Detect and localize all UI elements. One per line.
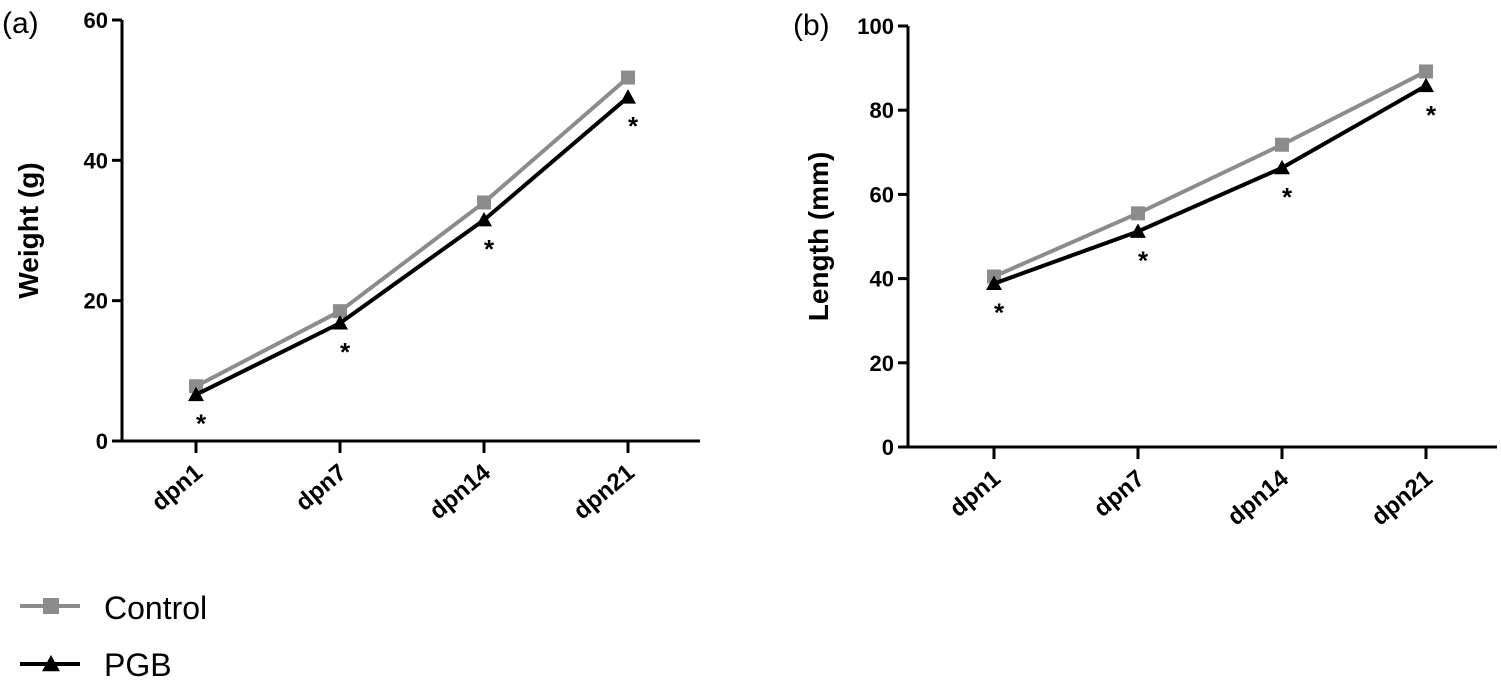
x-tick-label: dpn1 xyxy=(945,465,1006,523)
y-tick-label: 100 xyxy=(857,14,894,39)
y-tick-label: 60 xyxy=(870,182,894,207)
x-tick-label: dpn14 xyxy=(424,459,496,526)
data-point-control xyxy=(477,195,491,210)
significance-star: * xyxy=(1138,245,1149,275)
data-point-pgb xyxy=(188,386,204,402)
series-line-control xyxy=(993,69,1427,279)
y-axis-title: Weight (g) xyxy=(13,162,44,298)
legend-marker-square-icon xyxy=(43,598,59,614)
legend-marker-triangle-icon xyxy=(42,655,60,672)
data-point-pgb xyxy=(476,211,492,227)
y-tick-label: 20 xyxy=(84,289,108,314)
data-point-control xyxy=(1131,206,1145,221)
y-tick-label: 40 xyxy=(870,267,894,292)
x-tick-label: dpn21 xyxy=(1366,465,1438,531)
x-tick-label: dpn21 xyxy=(568,459,640,525)
legend: Control PGB xyxy=(20,590,207,681)
significance-star: * xyxy=(628,111,639,141)
x-tick-label: dpn7 xyxy=(291,459,352,517)
significance-star: * xyxy=(196,409,207,439)
x-tick-label: dpn7 xyxy=(1089,465,1150,523)
panel-label: (a) xyxy=(2,7,39,40)
legend-label-control: Control xyxy=(104,590,207,626)
data-point-pgb xyxy=(986,275,1002,291)
y-tick-label: 40 xyxy=(84,148,108,173)
y-axis-title: Length (mm) xyxy=(803,152,834,322)
data-point-control xyxy=(1275,137,1289,152)
data-point-pgb xyxy=(1274,159,1290,175)
y-tick-label: 0 xyxy=(882,435,894,460)
significance-star: * xyxy=(994,298,1005,328)
data-point-control xyxy=(621,70,635,85)
data-point-pgb xyxy=(332,315,348,330)
y-tick-label: 20 xyxy=(870,351,894,376)
data-point-control xyxy=(189,379,203,394)
significance-star: * xyxy=(1282,182,1293,212)
series-line-control xyxy=(195,76,630,389)
significance-star: * xyxy=(484,234,495,264)
series-line-pgb xyxy=(993,84,1427,286)
series-line-pgb xyxy=(195,95,630,397)
panel-b-length-chart: (b) 0 20 40 60 80 100 Length (mm) dpn1 dpn7 dpn14 d… xyxy=(793,9,1497,531)
data-point-control xyxy=(333,304,347,319)
significance-star: * xyxy=(1426,100,1437,130)
y-tick-label: 80 xyxy=(870,98,894,123)
panel-label: (b) xyxy=(793,9,830,42)
x-tick-label: dpn14 xyxy=(1222,465,1294,532)
y-tick-label: 60 xyxy=(84,8,108,33)
data-point-pgb xyxy=(1418,77,1434,93)
data-point-pgb xyxy=(620,89,636,104)
significance-star: * xyxy=(340,337,351,367)
y-tick-label: 0 xyxy=(96,429,108,454)
x-tick-label: dpn1 xyxy=(147,459,208,517)
data-point-pgb xyxy=(1130,223,1146,238)
panel-a-weight-chart: (a) 0 20 40 60 Weight (g) dpn1 dpn7 dpn14 dpn21 * *… xyxy=(2,7,700,525)
legend-label-pgb: PGB xyxy=(104,647,172,681)
data-point-control xyxy=(1419,64,1433,79)
